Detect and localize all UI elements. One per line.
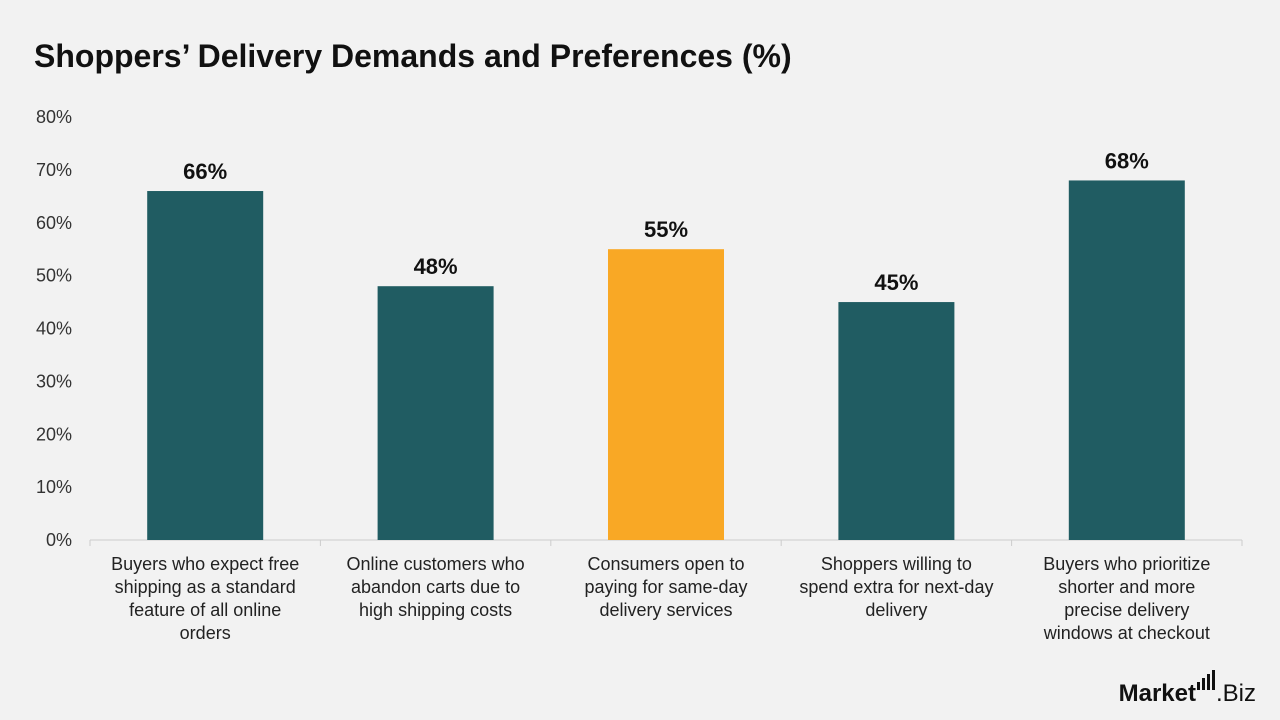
x-tick-label-line: shorter and more	[1058, 577, 1195, 597]
x-tick-label-line: feature of all online	[129, 600, 281, 620]
x-tick-label-line: Online customers who	[347, 554, 525, 574]
x-tick-label-line: delivery services	[599, 600, 732, 620]
y-tick-label: 60%	[36, 213, 72, 233]
y-tick-label: 70%	[36, 160, 72, 180]
y-tick-label: 40%	[36, 319, 72, 339]
y-tick-label: 10%	[36, 477, 72, 497]
x-tick-label-line: abandon carts due to	[351, 577, 520, 597]
bar	[147, 191, 264, 540]
x-tick-label: Consumers open to paying for same-day deli…	[584, 554, 747, 620]
y-tick-label: 80%	[36, 107, 72, 127]
logo-suffix: .Biz	[1215, 680, 1256, 707]
bar	[377, 286, 494, 540]
x-tick-label-line: shipping as a standard	[115, 577, 296, 597]
x-tick-label: Buyers who prioritize shorter and more pre…	[1043, 554, 1211, 643]
x-tick-label-line: Buyers who prioritize	[1043, 554, 1210, 574]
logo-bars-icon	[1196, 670, 1215, 690]
x-tick-label-line: Shoppers willing to	[821, 554, 972, 574]
bar	[1068, 180, 1185, 540]
x-tick-label-line: spend extra for next-day	[799, 577, 993, 597]
x-tick-label: Online customers who abandon carts due to…	[347, 554, 525, 620]
x-tick-label-line: Consumers open to	[587, 554, 744, 574]
y-tick-label: 0%	[46, 530, 72, 550]
data-label: 48%	[414, 254, 458, 279]
x-tick-label: Buyers who expect free shipping as a stan…	[111, 554, 299, 643]
x-tick-label-line: delivery	[865, 600, 927, 620]
y-tick-label: 30%	[36, 371, 72, 391]
y-tick-label: 20%	[36, 424, 72, 444]
x-tick-label-line: precise delivery	[1064, 600, 1189, 620]
x-tick-label-line: windows at checkout	[1043, 623, 1210, 643]
data-label: 55%	[644, 217, 688, 242]
brand-logo: Market .Biz	[1119, 670, 1256, 708]
x-tick-label-line: orders	[180, 623, 231, 643]
y-tick-label: 50%	[36, 266, 72, 286]
x-tick-label: Shoppers willing to spend extra for next-…	[799, 554, 993, 620]
x-tick-label-line: Buyers who expect free	[111, 554, 299, 574]
bar	[608, 249, 724, 540]
data-label: 66%	[183, 159, 227, 184]
bar	[838, 302, 955, 540]
chart-title: Shoppers’ Delivery Demands and Preferenc…	[34, 38, 792, 74]
x-tick-label-line: high shipping costs	[359, 600, 512, 620]
logo-brand: Market	[1118, 680, 1196, 707]
x-tick-label-line: paying for same-day	[584, 577, 747, 597]
data-label: 68%	[1105, 148, 1149, 173]
data-label: 45%	[874, 270, 918, 295]
